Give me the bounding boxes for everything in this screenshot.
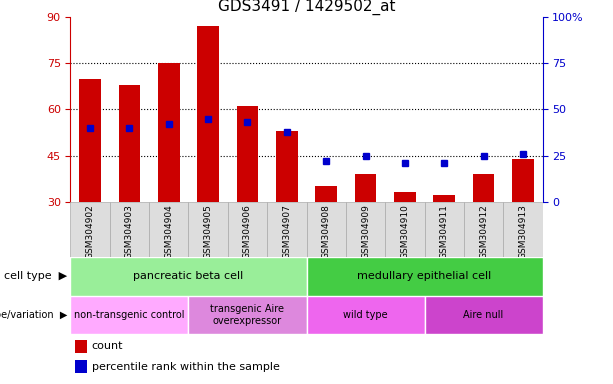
Text: GSM304907: GSM304907 [283,204,291,259]
Text: count: count [92,341,123,351]
Text: GSM304902: GSM304902 [86,204,94,259]
Text: GSM304905: GSM304905 [204,204,213,259]
Text: GSM304906: GSM304906 [243,204,252,259]
Bar [75,360,87,373]
Bar [158,63,180,202]
Bar [306,257,543,296]
Bar [70,296,189,334]
Bar [473,174,494,202]
Text: GSM304913: GSM304913 [519,204,527,259]
Bar [70,257,306,296]
Bar [394,192,416,202]
Title: GDS3491 / 1429502_at: GDS3491 / 1429502_at [218,0,395,15]
Bar [306,202,346,257]
Bar [79,79,101,202]
Text: GSM304908: GSM304908 [322,204,330,259]
Text: genotype/variation  ▶: genotype/variation ▶ [0,310,67,320]
Bar [433,195,455,202]
Text: wild type: wild type [343,310,388,320]
Bar [228,202,267,257]
Bar [75,339,87,353]
Bar [110,202,149,257]
Text: GSM304909: GSM304909 [361,204,370,259]
Bar [276,131,298,202]
Bar [512,159,534,202]
Bar [189,202,228,257]
Text: pancreatic beta cell: pancreatic beta cell [134,271,243,281]
Text: non-transgenic control: non-transgenic control [74,310,185,320]
Bar [355,174,376,202]
Bar [346,202,385,257]
Bar [385,202,424,257]
Text: percentile rank within the sample: percentile rank within the sample [92,362,280,372]
Bar [189,296,306,334]
Bar [306,296,424,334]
Text: Aire null: Aire null [463,310,504,320]
Text: GSM304904: GSM304904 [164,204,173,259]
Text: cell type  ▶: cell type ▶ [4,271,67,281]
Bar [237,106,258,202]
Text: GSM304903: GSM304903 [125,204,134,259]
Text: GSM304912: GSM304912 [479,204,488,259]
Bar [424,296,543,334]
Bar [70,202,110,257]
Bar [119,85,140,202]
Bar [267,202,306,257]
Bar [424,202,464,257]
Bar [197,26,219,202]
Bar [464,202,503,257]
Text: GSM304910: GSM304910 [400,204,409,259]
Text: GSM304911: GSM304911 [440,204,449,259]
Bar [503,202,543,257]
Text: medullary epithelial cell: medullary epithelial cell [357,271,492,281]
Text: transgenic Aire
overexpressor: transgenic Aire overexpressor [210,304,284,326]
Bar [149,202,189,257]
Bar [315,186,337,202]
